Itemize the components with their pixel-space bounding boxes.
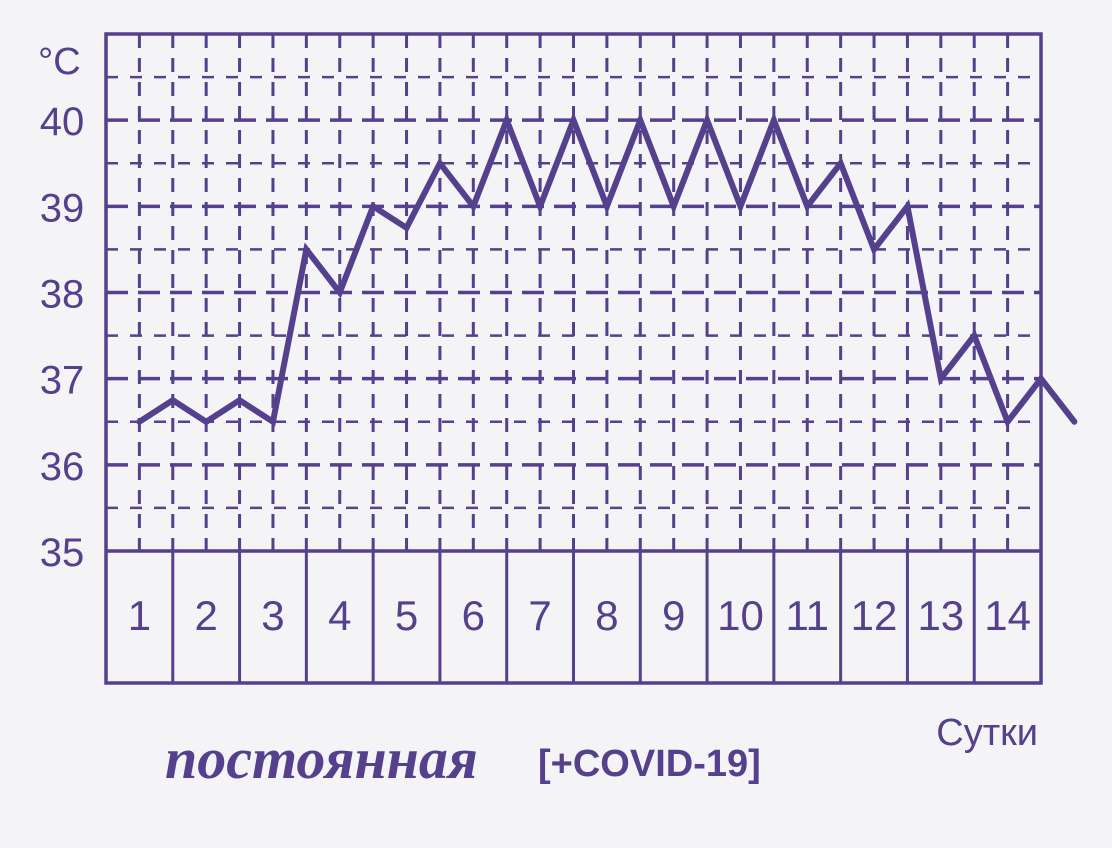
- temperature-point: [938, 376, 944, 382]
- temperature-point: [904, 203, 910, 209]
- temperature-point: [1005, 419, 1011, 425]
- temperature-point: [838, 160, 844, 166]
- temperature-point: [437, 160, 443, 166]
- y-tick-label: 37: [40, 359, 85, 403]
- temperature-point: [971, 333, 977, 339]
- y-tick-label: 38: [40, 273, 85, 317]
- temperature-point: [1071, 419, 1077, 425]
- y-tick-label: 35: [40, 531, 85, 575]
- grid-lines: [106, 34, 1041, 551]
- temperature-point: [571, 117, 576, 123]
- temperature-point: [470, 203, 476, 209]
- y-unit-label: °C: [38, 41, 81, 83]
- temperature-point: [1038, 376, 1044, 382]
- chart-frame: [104, 32, 1043, 685]
- temperature-point: [637, 117, 643, 123]
- day-labels: 1 2 3 4 5 6 7 8 9 10 11 12 13 14: [128, 592, 1031, 639]
- temperature-point: [537, 203, 543, 209]
- temperature-point: [871, 246, 877, 252]
- day-label: 1: [128, 592, 151, 639]
- y-tick-label: 36: [40, 445, 85, 489]
- day-label: 13: [917, 592, 964, 639]
- temperature-point: [704, 117, 710, 123]
- day-label: 8: [595, 592, 618, 639]
- y-tick-labels: 35 36 37 38 39 40: [40, 100, 85, 575]
- series-group: [136, 111, 1078, 428]
- y-tick-label: 40: [40, 100, 85, 144]
- temperature-point: [370, 203, 376, 209]
- caption-tag: [+COVID-19]: [538, 743, 761, 785]
- day-label: 3: [261, 592, 284, 639]
- temperature-point: [804, 203, 810, 209]
- temperature-point: [504, 117, 510, 123]
- temperature-point: [771, 117, 777, 123]
- day-label: 6: [462, 592, 485, 639]
- temperature-point: [604, 203, 610, 209]
- day-label: 10: [717, 592, 764, 639]
- temperature-point: [303, 246, 309, 252]
- caption-title: постоянная: [165, 726, 478, 791]
- day-label: 11: [785, 592, 829, 639]
- temperature-point: [270, 419, 276, 425]
- temperature-point: [671, 203, 677, 209]
- day-label: 7: [528, 592, 551, 639]
- x-axis-label: Сутки: [936, 712, 1038, 754]
- y-tick-label: 39: [40, 186, 85, 230]
- temperature-point: [237, 397, 243, 403]
- temperature-point: [404, 225, 410, 231]
- day-label: 14: [984, 592, 1031, 639]
- day-label: 2: [194, 592, 217, 639]
- day-label: 9: [662, 592, 685, 639]
- temperature-point: [136, 419, 142, 425]
- day-label: 5: [395, 592, 418, 639]
- temperature-point: [337, 290, 343, 295]
- day-label: 12: [851, 592, 898, 639]
- temperature-point: [737, 203, 743, 209]
- temperature-point: [170, 397, 176, 403]
- day-label: 4: [328, 592, 351, 639]
- temperature-point: [203, 419, 209, 425]
